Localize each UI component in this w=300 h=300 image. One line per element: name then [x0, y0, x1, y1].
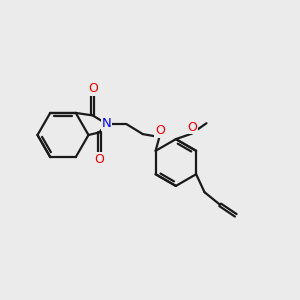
Text: O: O	[88, 82, 98, 95]
Text: O: O	[188, 121, 197, 134]
Text: O: O	[94, 153, 104, 166]
Text: N: N	[102, 118, 112, 130]
Text: O: O	[155, 124, 165, 137]
